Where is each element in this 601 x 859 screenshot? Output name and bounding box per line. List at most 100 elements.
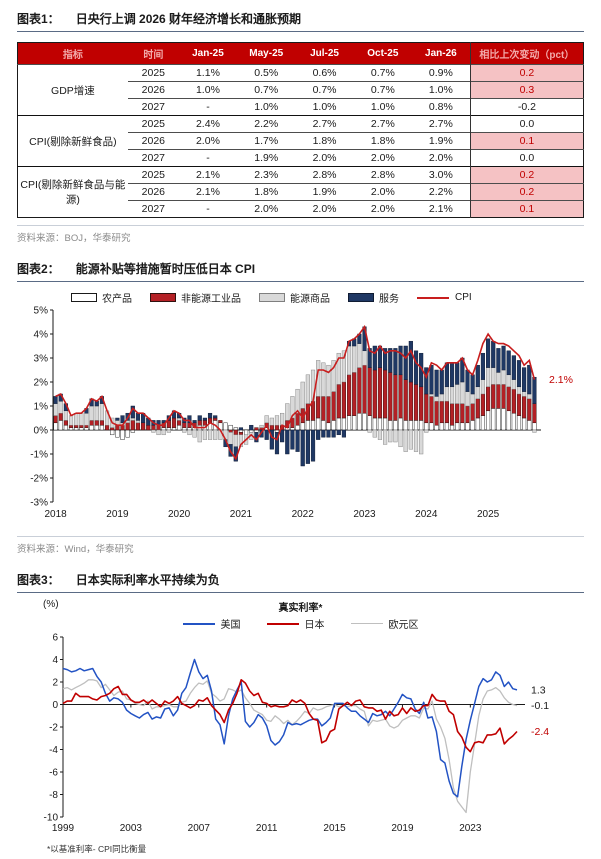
change-cell: -0.2 [469,98,584,116]
legend-label: 日本 [304,620,325,631]
value-cell: 1.0% [353,98,412,116]
value-cell: 1.1% [178,64,238,82]
svg-text:6: 6 [52,633,58,644]
value-cell: 1.0% [178,81,238,99]
column-header: Jan-26 [411,42,471,65]
change-cell: 0.2 [469,183,584,201]
legend-label: 欧元区 [388,620,419,631]
svg-text:3%: 3% [34,354,49,365]
series-line-美国 [62,658,518,798]
legend-item: 非能源工业品 [150,290,241,305]
legend-bar-marker [150,293,176,302]
forecast-table: 指标 时间 Jan-25 May-25 Jul-25 Oct-25 Jan-26 相比上次变动… [17,42,584,218]
axes-layer: 6 4 2 0 -2 -4 -6 -8 -10 [44,633,525,824]
year-cell: 2027 [127,200,179,218]
value-cell: 0.5% [237,64,296,82]
year-cell: 2025 [127,166,179,184]
value-cell: 2.8% [353,166,412,184]
value-cell: 2.0% [237,200,296,218]
column-header: 时间 [127,42,179,65]
cpi-chart-legend: 农产品 非能源工业品 能源商品 服务 CPI [71,290,584,305]
value-cell: 0.7% [353,64,412,82]
y-axis-unit-label: (%) [43,599,59,610]
year-cell: 2026 [127,183,179,201]
x-tick-labels: 1999 2003 2007 2011 2015 2019 2023 [52,704,482,834]
value-cell: 2.0% [295,200,354,218]
table-row: 2026 1.0% 0.7% 0.7% 0.7% 1.0% 0.3 [18,81,584,99]
svg-text:-2%: -2% [30,474,48,485]
value-cell: 2.7% [295,115,354,133]
value-cell: 2.4% [178,115,238,133]
svg-text:2023: 2023 [459,823,482,834]
svg-text:2021: 2021 [230,509,253,520]
svg-text:4%: 4% [34,330,49,341]
real-rate-chart-title: 真实利率* [278,603,323,614]
figure3-title: 日本实际利率水平持续为负 [75,573,220,587]
table-row: CPI(剔除新鲜食品) 2025 2.4% 2.2% 2.7% 2.7% 2.7% 0.0 [17,115,584,167]
legend-label: 美国 [220,620,241,631]
indicator-cell: GDP增速 [17,64,128,116]
figure2-block: 图表2： 能源补贴等措施暂时压低日本 CPI 农产品 非能源工业品 能源商品 服务 CP… [17,260,584,557]
legend-bar-marker [71,293,97,302]
column-header: 相比上次变动（pct） [469,42,584,65]
year-cell: 2025 [127,64,179,82]
real-rate-chart-legend: 美国 日本 欧元区 [17,616,584,631]
year-cell: 2027 [127,98,179,116]
indicator-cell: CPI(剔除新鲜食品) [17,115,128,167]
value-cell: 1.8% [295,132,354,150]
svg-text:-1%: -1% [30,450,48,461]
svg-text:4: 4 [52,655,58,666]
figure3-label: 图表3： [17,573,60,587]
legend-item: 美国 [182,616,241,631]
table-row: 2027-2.0% 2.0% 2.0% 2.1% 0.1 [18,200,584,218]
value-cell: 2.7% [411,115,471,133]
svg-text:-6: -6 [49,768,58,779]
value-cell: 0.9% [411,64,471,82]
chart-footnote: *以基准利率- CPI同比衡量 [47,844,147,854]
change-cell: 0.2 [469,166,584,184]
value-cell: 2.0% [353,149,412,167]
legend-item: 欧元区 [350,616,419,631]
svg-text:2025: 2025 [477,509,500,520]
table-row: 2026 2.1% 1.8% 1.9% 2.0% 2.2% 0.2 [18,183,584,201]
value-cell: 1.9% [411,132,471,150]
svg-text:2022: 2022 [292,509,315,520]
change-cell: 0.2 [469,64,584,82]
svg-text:5%: 5% [34,306,49,317]
value-cell: 2.0% [411,149,471,167]
table-row: 2027-1.0% 1.0% 1.0% 0.8% -0.2 [18,98,584,116]
svg-text:2003: 2003 [120,823,143,834]
table-row: CPI(剔除新鲜食品与能源) 2025 2.1% 2.3% 2.8% 2.8% 3.0% 0.… [17,166,584,218]
change-cell: 0.1 [469,200,584,218]
series-line-日本 [62,678,518,753]
figure2-label: 图表2： [17,262,60,276]
year-cell: 2025 [127,115,179,133]
legend-label: 非能源工业品 [181,294,241,305]
legend-line-marker [266,622,299,625]
column-header: May-25 [237,42,296,65]
value-cell: 1.0% [237,98,296,116]
change-cell: 0.1 [469,132,584,150]
value-cell: 2.1% [178,166,238,184]
end-value-label: -2.4 [531,726,549,738]
figure2-header: 图表2： 能源补贴等措施暂时压低日本 CPI [17,260,584,282]
end-value-label: -0.1 [531,700,549,712]
svg-text:0: 0 [52,700,58,711]
value-cell: 1.9% [237,149,296,167]
figure2-title: 能源补贴等措施暂时压低日本 CPI [75,262,256,276]
figure3-header: 图表3： 日本实际利率水平持续为负 [17,571,584,593]
legend-item: 农产品 [71,290,132,305]
legend-item: 能源商品 [259,290,330,305]
legend-label: 能源商品 [290,294,330,305]
change-cell: 0.3 [469,81,584,99]
change-cell: 0.0 [469,115,584,133]
value-cell: 2.8% [295,166,354,184]
value-cell: 2.0% [178,132,238,150]
value-cell: - [178,149,238,167]
forecast-table-body: GDP增速 2025 1.1% 0.5% 0.6% 0.7% 0.9% 0.2 2026 1.0%… [17,64,584,218]
cpi-line [55,324,536,461]
value-cell: 2.1% [411,200,471,218]
